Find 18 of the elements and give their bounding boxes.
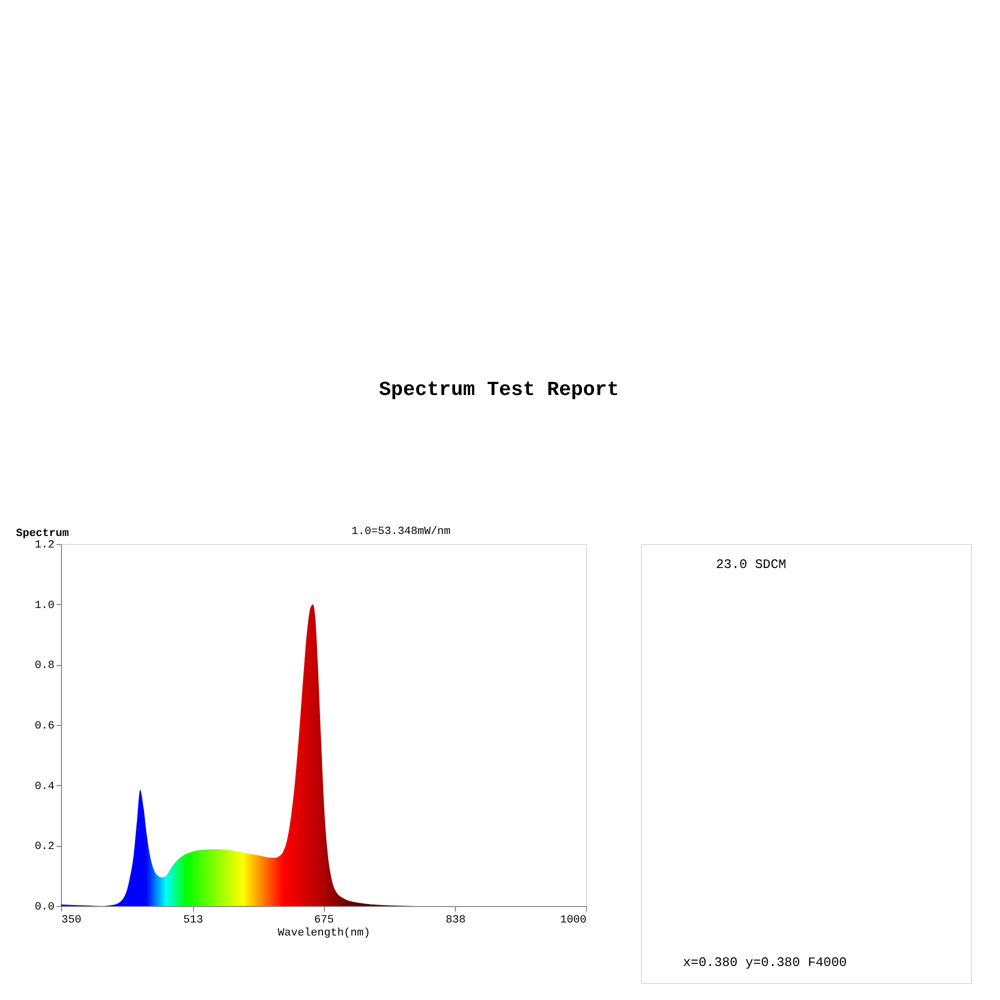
y-tick-label: 1.2 — [34, 540, 54, 552]
y-tick-label: 0.4 — [34, 780, 55, 793]
y-axis-title: Spectrum — [16, 528, 70, 540]
x-tick-label: 350 — [62, 914, 82, 926]
y-tick-label: 1.0 — [34, 600, 54, 612]
x-tick-label: 513 — [183, 914, 204, 926]
y-tick-label: 0.6 — [34, 720, 54, 732]
y-tick-label: 0.2 — [34, 841, 54, 854]
x-tick-label: 838 — [446, 914, 466, 926]
text: 23.0 SDCM — [716, 557, 786, 572]
x-tick-label: 1000 — [560, 914, 586, 926]
y-tick-label: 0.0 — [34, 902, 54, 914]
x-tick-label: 675 — [314, 914, 334, 926]
y-tick-label: 0.8 — [34, 660, 54, 672]
text: 1.0=53.348mW/nm — [351, 526, 451, 538]
text: x=0.380 y=0.380 F4000 — [683, 955, 847, 970]
x-axis-title: Wavelength(nm) — [278, 928, 370, 940]
chart-title: Spectrum Test Report — [378, 379, 620, 402]
